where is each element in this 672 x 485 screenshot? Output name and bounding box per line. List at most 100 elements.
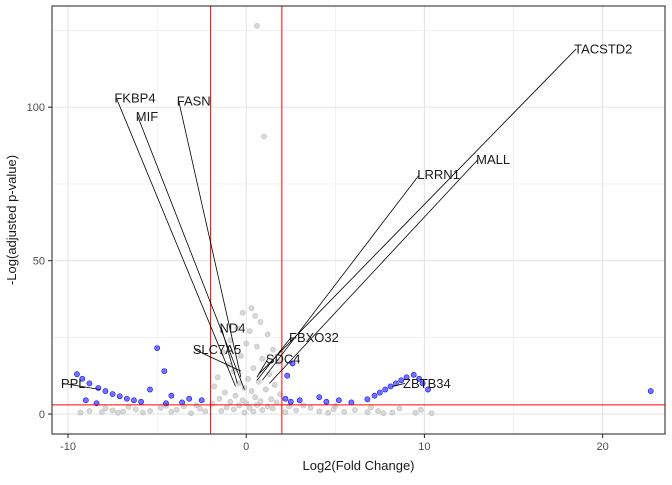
- significant-point: [403, 374, 410, 381]
- non-significant-point: [396, 405, 403, 412]
- significant-point: [371, 392, 378, 399]
- non-significant-point: [239, 309, 246, 316]
- non-significant-point: [132, 406, 139, 413]
- non-significant-point: [248, 388, 255, 394]
- non-significant-point: [257, 319, 264, 325]
- non-significant-point: [250, 408, 257, 415]
- plot-panel-border: [51, 5, 666, 435]
- significant-point: [161, 368, 168, 375]
- significant-point: [416, 375, 422, 382]
- y-tick-label: 50: [33, 256, 45, 268]
- non-significant-point: [98, 409, 105, 416]
- significant-point: [425, 386, 431, 393]
- non-significant-point: [252, 394, 259, 401]
- significant-point: [287, 398, 294, 405]
- non-significant-point: [389, 409, 396, 416]
- significant-point: [95, 385, 102, 391]
- significant-point: [410, 371, 417, 378]
- non-significant-point: [168, 409, 175, 415]
- non-significant-point: [259, 407, 266, 413]
- non-significant-point: [236, 402, 243, 409]
- non-significant-point: [115, 409, 121, 416]
- significant-point: [168, 392, 175, 399]
- significant-point: [123, 395, 130, 402]
- significant-point: [179, 399, 185, 406]
- y-tick-label: 0: [39, 409, 45, 421]
- significant-point: [296, 397, 303, 404]
- non-significant-point: [341, 409, 348, 415]
- non-significant-point: [223, 404, 230, 411]
- significant-point: [79, 375, 86, 382]
- non-significant-point: [352, 407, 358, 413]
- non-significant-point: [325, 409, 332, 416]
- gene-labels: TACSTD2 FKBP4 FASN MIF MALL LRRN1 ND4 FBXO32 SLC…: [61, 41, 632, 390]
- non-significant-point: [375, 408, 382, 414]
- significant-point: [419, 380, 426, 387]
- gene-label-lrrn1: LRRN1: [417, 167, 460, 182]
- non-significant-point: [412, 409, 419, 416]
- label-leader-line: [256, 358, 269, 378]
- non-significant-point: [428, 410, 435, 417]
- y-axis-title: -Log(adjusted p-value): [4, 155, 19, 285]
- non-significant-point: [368, 404, 374, 411]
- x-tick-label: 0: [243, 441, 249, 453]
- label-leader-line: [194, 349, 242, 372]
- non-significant-point: [262, 386, 269, 393]
- significant-point: [289, 360, 296, 367]
- significant-point: [323, 398, 330, 405]
- gene-label-fasn: FASN: [177, 94, 211, 109]
- significant-point: [348, 399, 355, 406]
- significant-point: [376, 389, 383, 396]
- non-significant-point: [157, 405, 164, 411]
- gene-label-ppl: PPL: [61, 376, 86, 391]
- significant-point: [109, 391, 116, 398]
- significant-point: [382, 386, 389, 393]
- gene-label-mif: MIF: [136, 109, 158, 124]
- x-tick-label: -10: [60, 441, 76, 453]
- non-significant-point: [241, 409, 248, 416]
- non-significant-point: [147, 408, 153, 414]
- non-significant-point: [218, 408, 225, 414]
- non-significant-point: [248, 305, 255, 312]
- non-significant-point: [232, 392, 239, 399]
- non-significant-point: [120, 408, 127, 415]
- label-leader-line: [256, 337, 292, 381]
- significant-point: [82, 397, 89, 404]
- label-leader-line: [178, 101, 242, 378]
- non-significant-point: [380, 410, 387, 417]
- non-significant-point: [109, 407, 116, 414]
- label-leader-line: [62, 382, 101, 390]
- gene-label-nd4: ND4: [220, 321, 246, 336]
- significant-point: [74, 371, 80, 378]
- non-significant-point: [332, 403, 339, 409]
- non-significant-point: [270, 346, 276, 353]
- non-significant-point: [252, 312, 259, 319]
- gene-label-fbxo32: FBXO32: [289, 330, 339, 345]
- data-points: [74, 23, 654, 417]
- x-tick-label: 20: [597, 441, 609, 453]
- significant-point: [147, 386, 153, 393]
- label-leader-line: [137, 116, 245, 390]
- significant-point: [316, 394, 323, 401]
- non-significant-point: [188, 410, 194, 417]
- non-significant-point: [227, 398, 234, 405]
- x-axis-title: Log2(Fold Change): [302, 458, 414, 473]
- non-significant-point: [214, 374, 221, 381]
- non-significant-point: [243, 340, 250, 347]
- non-significant-point: [245, 375, 251, 382]
- non-significant-point: [254, 343, 260, 350]
- significant-point: [364, 396, 371, 403]
- non-significant-point: [230, 406, 237, 413]
- plot-panel: [52, 6, 665, 434]
- gene-label-tacstd2: TACSTD2: [574, 41, 632, 56]
- label-leader-line: [261, 174, 420, 381]
- non-significant-point: [364, 409, 371, 416]
- gene-label-slc7a5: SLC7A5: [193, 342, 241, 357]
- non-significant-point: [173, 406, 180, 413]
- non-significant-point: [271, 382, 278, 388]
- gene-label-sdc4: SDC4: [266, 351, 301, 366]
- non-significant-point: [266, 371, 273, 378]
- significant-point: [398, 377, 405, 384]
- non-significant-point: [241, 385, 248, 391]
